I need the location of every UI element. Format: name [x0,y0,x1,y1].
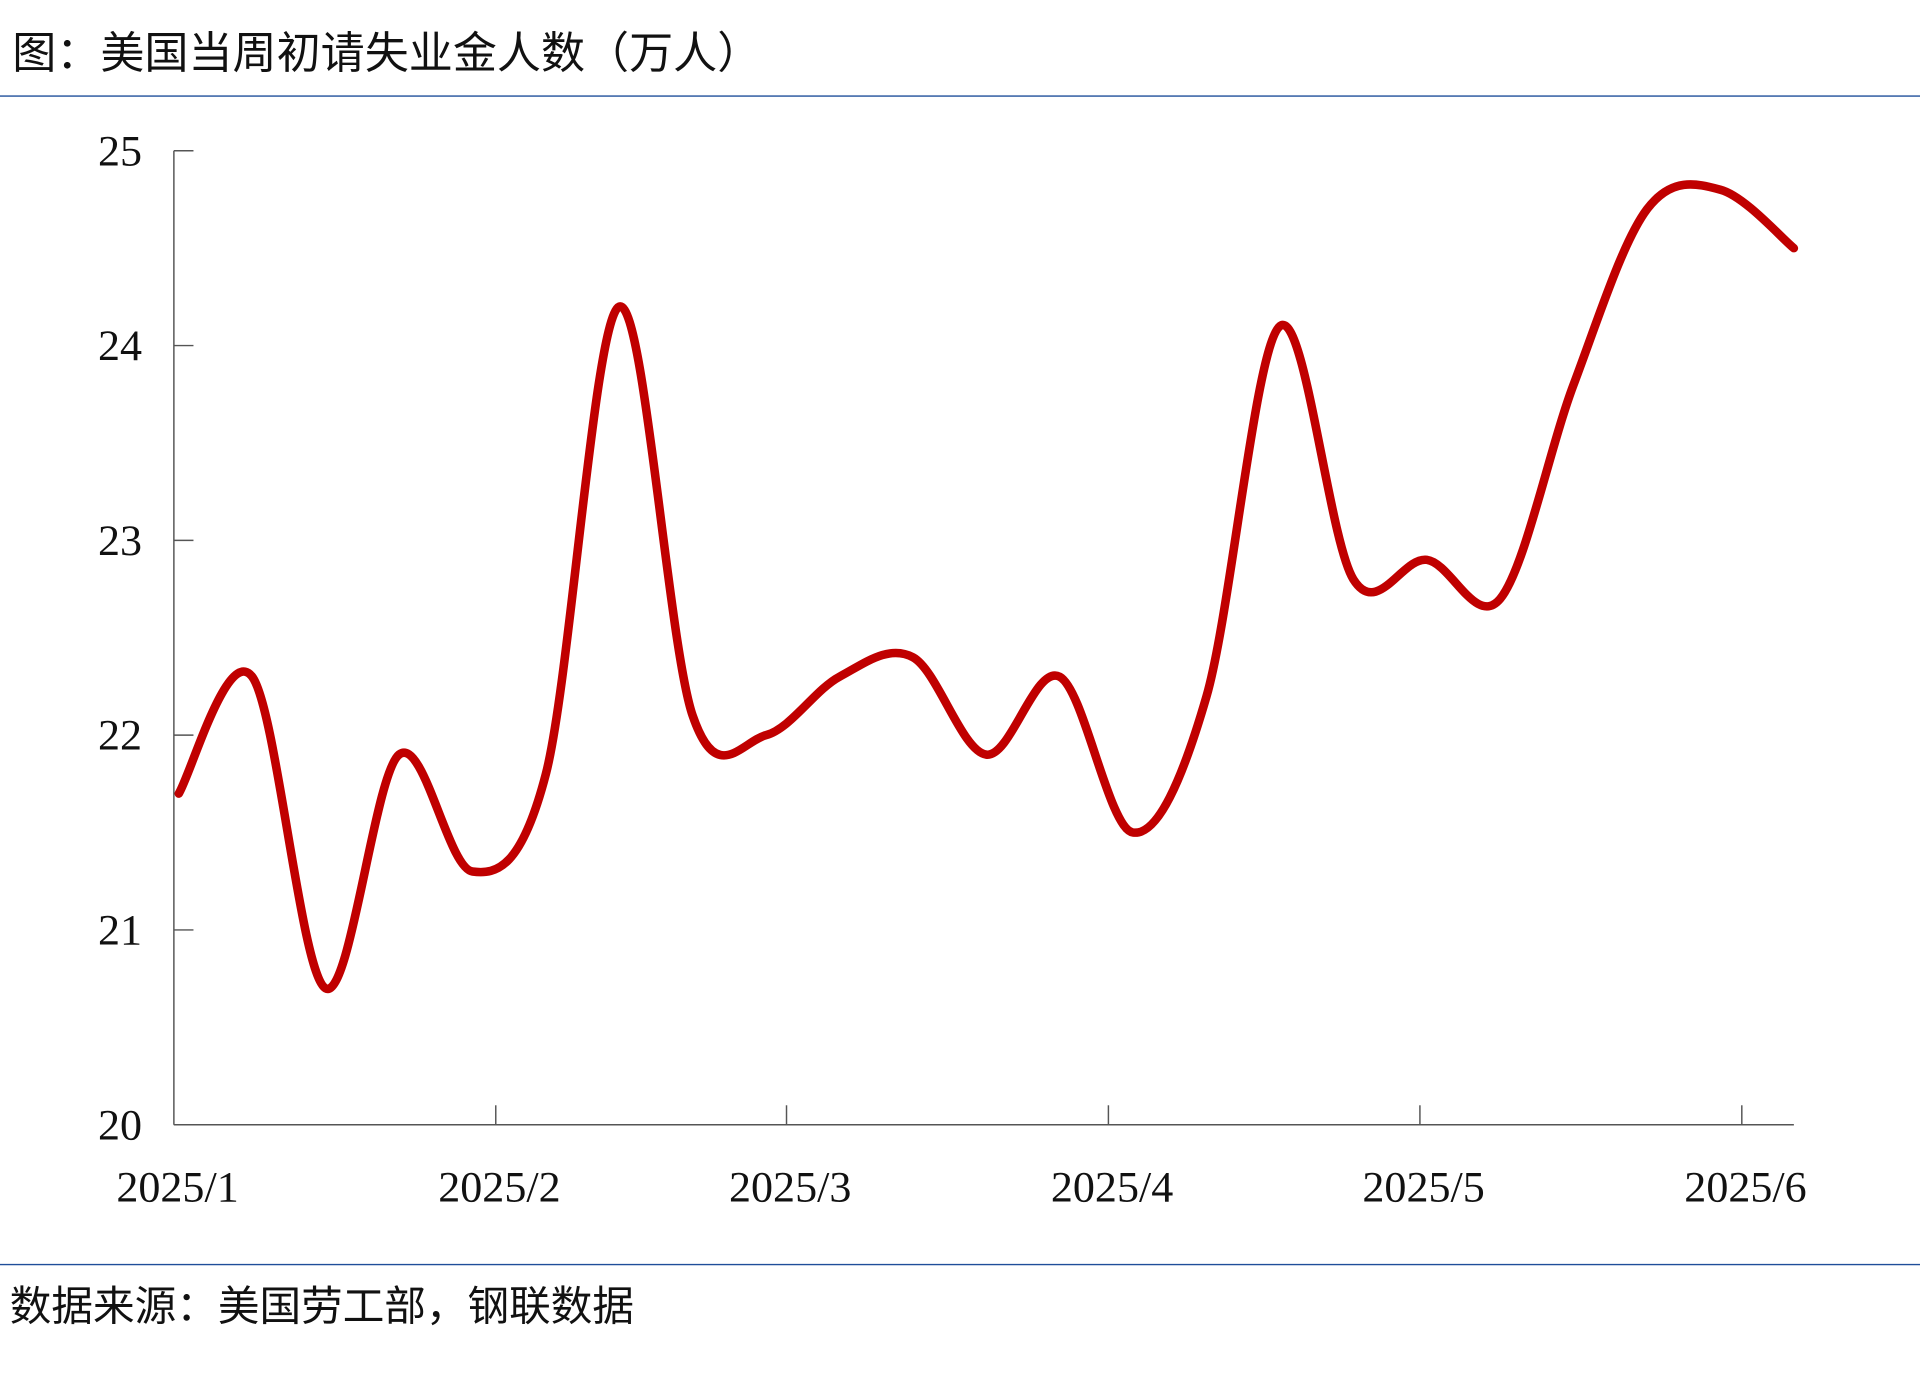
y-tick-label: 20 [98,1100,142,1149]
y-tick-label: 21 [98,906,142,955]
x-tick-label: 2025/4 [1051,1162,1173,1211]
source-note: 数据来源：美国劳工部，钢联数据 [10,1282,634,1331]
x-tick-label: 2025/2 [438,1162,560,1211]
y-tick-label: 22 [98,711,142,760]
series-line [174,180,1799,993]
x-tick-label: 2025/1 [116,1162,238,1211]
y-tick-label: 23 [98,516,142,565]
x-tick-label: 2025/5 [1362,1162,1484,1211]
y-tick-label: 24 [98,321,142,370]
chart-title: 图：美国当周初请失业金人数（万人） [12,28,761,79]
x-tick-label: 2025/3 [729,1162,851,1211]
y-tick-label: 25 [98,127,142,176]
x-tick-label: 2025/6 [1684,1162,1806,1211]
